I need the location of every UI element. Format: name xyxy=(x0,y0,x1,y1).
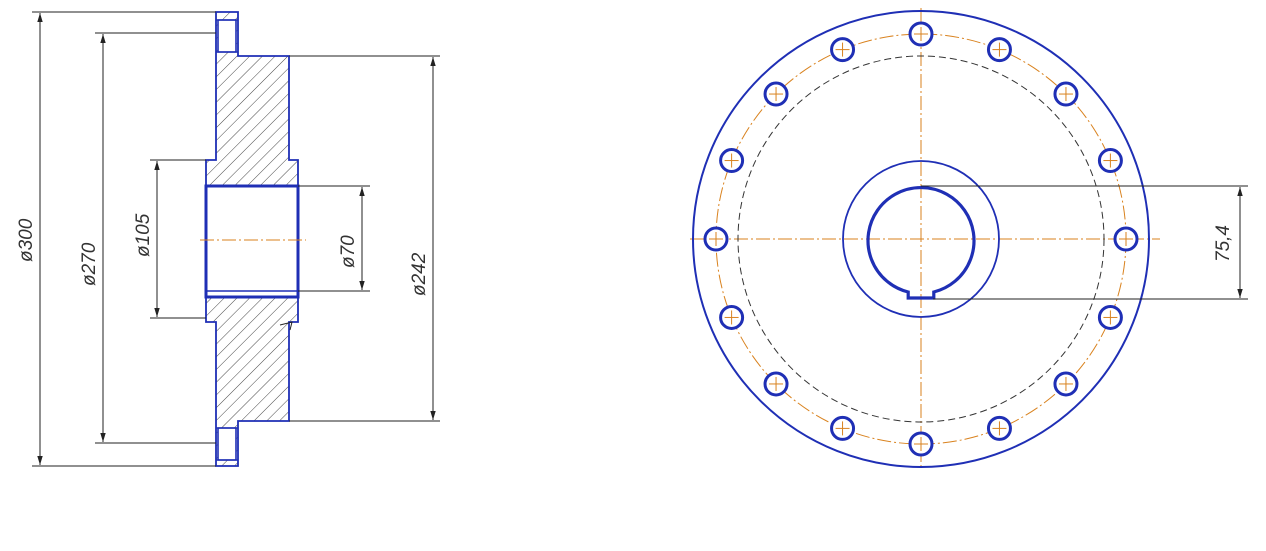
front-view: 75,4 xyxy=(690,8,1248,470)
bolt-hole xyxy=(1097,148,1123,174)
outer-flange-circle xyxy=(692,10,1150,468)
bolt-holes xyxy=(703,21,1139,457)
bolt-hole xyxy=(1097,304,1123,330)
upper-hatch-region xyxy=(206,12,298,186)
lower-hatch-region xyxy=(206,297,298,466)
bolt-hole xyxy=(719,148,745,174)
bore xyxy=(204,184,300,299)
bolt-hole xyxy=(986,415,1012,441)
bolt-hole xyxy=(719,304,745,330)
bolt-hole xyxy=(908,431,934,457)
bolt-hole xyxy=(986,37,1012,63)
dim-text-d270: ø270 xyxy=(79,242,100,286)
dim-text-d242: ø242 xyxy=(409,252,430,296)
bolt-hole xyxy=(830,415,856,441)
bore-with-keyway xyxy=(866,186,976,300)
dim-text-d105: ø105 xyxy=(133,213,154,257)
hidden-diameter-circle xyxy=(737,55,1105,423)
bolt-hole xyxy=(763,81,789,107)
bolt-hole xyxy=(1053,81,1079,107)
dim-text-d300: ø300 xyxy=(16,218,37,262)
bolt-hole xyxy=(1113,226,1139,252)
bolt-hole xyxy=(830,37,856,63)
bolt-hole xyxy=(703,226,729,252)
bolt-hole xyxy=(908,21,934,47)
dim-text-d70: ø70 xyxy=(338,235,359,268)
bolt-hole xyxy=(1053,371,1079,397)
bolt-hole xyxy=(763,371,789,397)
section-view: ø300 ø270 ø105 ø70 ø242 xyxy=(16,11,440,467)
dim-text-r75: 75,4 xyxy=(1213,225,1234,262)
hub-circle xyxy=(842,160,1000,318)
